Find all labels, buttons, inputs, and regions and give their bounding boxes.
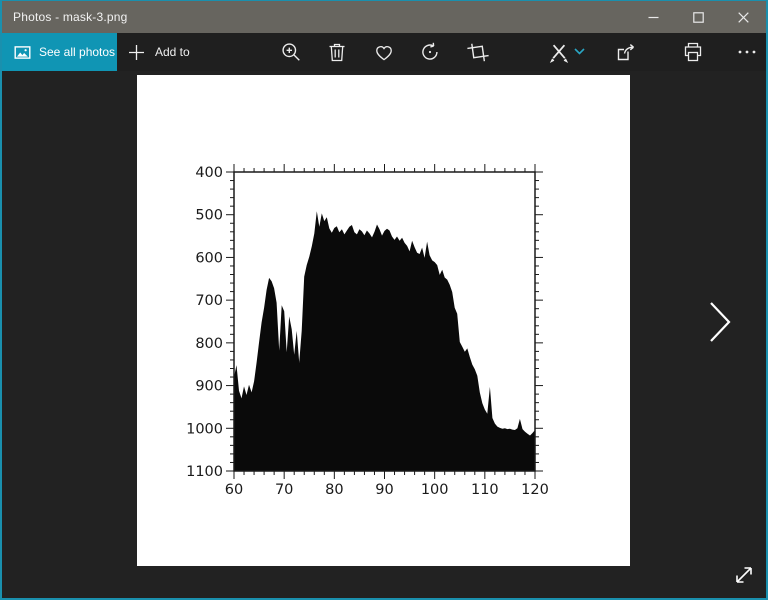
- svg-text:800: 800: [195, 336, 223, 352]
- svg-text:120: 120: [521, 482, 549, 498]
- svg-text:90: 90: [375, 482, 393, 498]
- see-more-icon: [738, 50, 756, 54]
- svg-text:400: 400: [195, 165, 223, 181]
- see-all-photos-button[interactable]: See all photos: [0, 33, 117, 71]
- window-border-left: [0, 0, 2, 600]
- favorite-button[interactable]: [366, 34, 402, 70]
- see-more-button[interactable]: [729, 34, 765, 70]
- svg-text:60: 60: [225, 482, 243, 498]
- command-bar: See all photos Add to: [0, 33, 766, 71]
- svg-text:1100: 1100: [186, 464, 223, 480]
- svg-text:100: 100: [421, 482, 449, 498]
- svg-text:80: 80: [325, 482, 343, 498]
- svg-text:110: 110: [471, 482, 499, 498]
- svg-text:500: 500: [195, 208, 223, 224]
- add-to-label: Add to: [155, 45, 190, 59]
- maximize-icon: [693, 11, 704, 23]
- see-all-photos-label: See all photos: [39, 45, 116, 59]
- window-title: Photos - mask-3.png: [13, 10, 128, 24]
- next-photo-button[interactable]: [700, 296, 740, 348]
- share-button[interactable]: [608, 34, 644, 70]
- add-to-button[interactable]: Add to: [128, 33, 190, 71]
- print-icon: [684, 42, 702, 62]
- edit-and-create-button[interactable]: [540, 34, 592, 70]
- photos-icon: [14, 45, 31, 59]
- photo-canvas: 60 70 80 90 100 110 120 400 500 600 700 800 900 1000 1…: [137, 75, 630, 566]
- minimize-button[interactable]: [631, 1, 676, 33]
- crop-icon: [467, 43, 489, 62]
- titlebar: Photos - mask-3.png: [0, 1, 768, 33]
- zoom-in-icon: [282, 43, 300, 61]
- rotate-icon: [422, 42, 438, 60]
- window-border-right: [766, 0, 768, 600]
- crop-button[interactable]: [460, 34, 496, 70]
- window-border-top: [0, 0, 768, 1]
- diagonal-expand-icon: [736, 567, 752, 583]
- edit-and-create-icon: [549, 44, 568, 63]
- maximize-button[interactable]: [676, 1, 721, 33]
- svg-text:900: 900: [195, 379, 223, 395]
- print-button[interactable]: [675, 34, 711, 70]
- svg-text:700: 700: [195, 293, 223, 309]
- minimize-icon: [648, 16, 659, 18]
- delete-button[interactable]: [319, 34, 355, 70]
- svg-text:1000: 1000: [186, 421, 223, 437]
- chevron-down-icon: [573, 47, 585, 55]
- fullscreen-button[interactable]: [729, 560, 759, 590]
- close-button[interactable]: [721, 1, 766, 33]
- share-icon: [617, 44, 634, 61]
- chevron-right-icon: [710, 302, 731, 342]
- favorite-icon: [376, 46, 392, 61]
- plus-icon: [129, 44, 144, 60]
- svg-text:600: 600: [195, 250, 223, 266]
- chart-svg: 60 70 80 90 100 110 120 400 500 600 700 800 900 1000 1…: [186, 164, 549, 498]
- delete-icon: [329, 43, 345, 62]
- svg-text:70: 70: [275, 482, 293, 498]
- rotate-button[interactable]: [412, 34, 448, 70]
- zoom-button[interactable]: [273, 34, 309, 70]
- close-icon: [738, 11, 749, 23]
- window-border-bottom: [0, 598, 768, 600]
- window-controls: [631, 1, 766, 33]
